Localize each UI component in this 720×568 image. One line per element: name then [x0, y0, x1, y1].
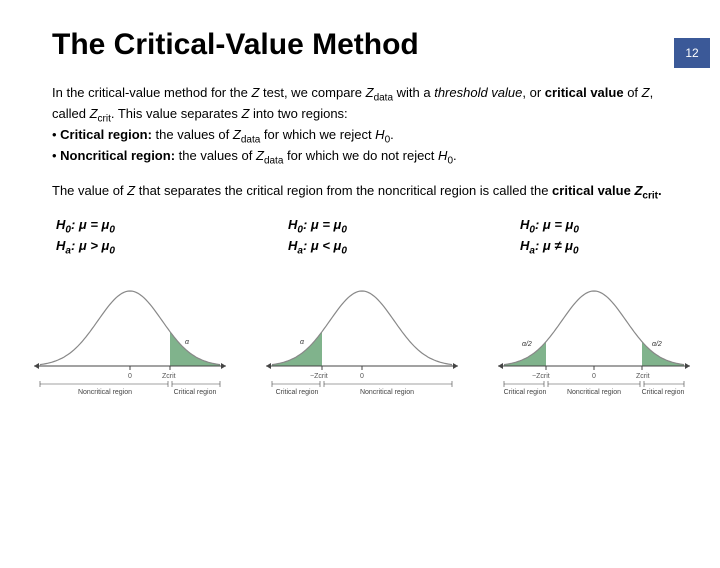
critical-value-term: critical value — [545, 85, 624, 100]
figure-two-tail: H0: μ = μ0 Ha: μ ≠ μ0 α/2 α/2 0 −Zcrit Zcrit… — [482, 217, 706, 410]
bell-curve-two: α/2 α/2 0 −Zcrit Zcrit Critical region Noncrit… — [482, 271, 706, 411]
svg-text:α/2: α/2 — [652, 341, 662, 348]
critical-value-term: critical value — [552, 183, 634, 198]
zcrit-sub: crit — [98, 114, 111, 125]
page-number-badge: 12 — [674, 38, 710, 68]
hypothesis-block: H0: μ = μ0 Ha: μ < μ0 — [260, 217, 347, 258]
text: that separates the critical region from … — [135, 183, 552, 198]
zdata-symbol: Z — [233, 127, 241, 142]
svg-text:α: α — [300, 339, 305, 346]
slide-title: The Critical-Value Method — [52, 28, 720, 62]
noncritical-region-label: Noncritical region: — [60, 148, 175, 163]
zdata-symbol: Z — [256, 148, 264, 163]
paragraph-2: The value of Z that separates the critic… — [52, 182, 668, 203]
paragraph-1: In the critical-value method for the Z t… — [52, 84, 668, 168]
text: with a — [393, 85, 434, 100]
zcrit-symbol: Z — [90, 106, 98, 121]
bullet-list: • Critical region: the values of Zdata f… — [52, 127, 457, 163]
svg-text:Noncritical region: Noncritical region — [78, 389, 132, 396]
alt-hypothesis: Ha: μ > μ0 — [56, 238, 115, 257]
hypothesis-block: H0: μ = μ0 Ha: μ > μ0 — [28, 217, 115, 258]
bullet-2: • Noncritical region: the values of Zdat… — [52, 148, 457, 163]
text: into two regions: — [249, 106, 347, 121]
svg-text:Zcrit: Zcrit — [636, 373, 650, 380]
zdata-sub: data — [264, 156, 283, 167]
zdata-symbol: Z — [366, 85, 374, 100]
svg-text:Noncritical region: Noncritical region — [567, 389, 621, 396]
alt-hypothesis: Ha: μ < μ0 — [288, 238, 347, 257]
text: The value of — [52, 183, 127, 198]
svg-text:−Zcrit: −Zcrit — [310, 373, 328, 380]
svg-text:Noncritical region: Noncritical region — [360, 389, 414, 396]
null-hypothesis: H0: μ = μ0 — [288, 217, 347, 236]
bell-curve-right: α 0 Zcrit Noncritical region Critical region — [18, 271, 242, 411]
svg-text:Critical region: Critical region — [504, 389, 547, 396]
text: of — [624, 85, 642, 100]
svg-text:−Zcrit: −Zcrit — [532, 373, 550, 380]
h0-symbol: H — [375, 127, 384, 142]
zcrit-sub: crit — [642, 191, 658, 202]
bullet-1: • Critical region: the values of Zdata f… — [52, 127, 394, 142]
svg-text:Critical region: Critical region — [276, 389, 319, 396]
text: the values of — [152, 127, 233, 142]
null-hypothesis: H0: μ = μ0 — [520, 217, 579, 236]
text: for which we reject — [260, 127, 375, 142]
text: for which we do not reject — [283, 148, 438, 163]
zdata-sub: data — [241, 135, 260, 146]
bell-curve-left: α 0 −Zcrit Critical region Noncritical regio… — [250, 271, 474, 411]
svg-text:0: 0 — [592, 373, 596, 380]
z-symbol: Z — [127, 183, 135, 198]
text: the values of — [175, 148, 256, 163]
critical-region-label: Critical region: — [60, 127, 152, 142]
figure-right-tail: H0: μ = μ0 Ha: μ > μ0 α 0 Zcrit Noncritical… — [18, 217, 242, 410]
text: . — [658, 183, 662, 198]
text: . — [390, 127, 394, 142]
svg-text:0: 0 — [128, 373, 132, 380]
threshold-value: threshold value — [434, 85, 522, 100]
svg-text:Zcrit: Zcrit — [162, 373, 176, 380]
text: . — [453, 148, 457, 163]
z-symbol: Z — [642, 85, 650, 100]
text: , or — [522, 85, 544, 100]
svg-text:0: 0 — [360, 373, 364, 380]
alt-hypothesis: Ha: μ ≠ μ0 — [520, 238, 579, 257]
svg-text:α: α — [185, 339, 190, 346]
figures-row: H0: μ = μ0 Ha: μ > μ0 α 0 Zcrit Noncritical… — [18, 217, 702, 410]
hypothesis-block: H0: μ = μ0 Ha: μ ≠ μ0 — [492, 217, 579, 258]
text: In the critical-value method for the — [52, 85, 251, 100]
figure-left-tail: H0: μ = μ0 Ha: μ < μ0 α 0 −Zcrit Critical r… — [250, 217, 474, 410]
text: . This value separates — [111, 106, 242, 121]
zdata-sub: data — [374, 93, 393, 104]
svg-text:Critical region: Critical region — [174, 389, 217, 396]
text: test, we compare — [259, 85, 365, 100]
svg-text:Critical region: Critical region — [642, 389, 685, 396]
svg-text:α/2: α/2 — [522, 341, 532, 348]
null-hypothesis: H0: μ = μ0 — [56, 217, 115, 236]
